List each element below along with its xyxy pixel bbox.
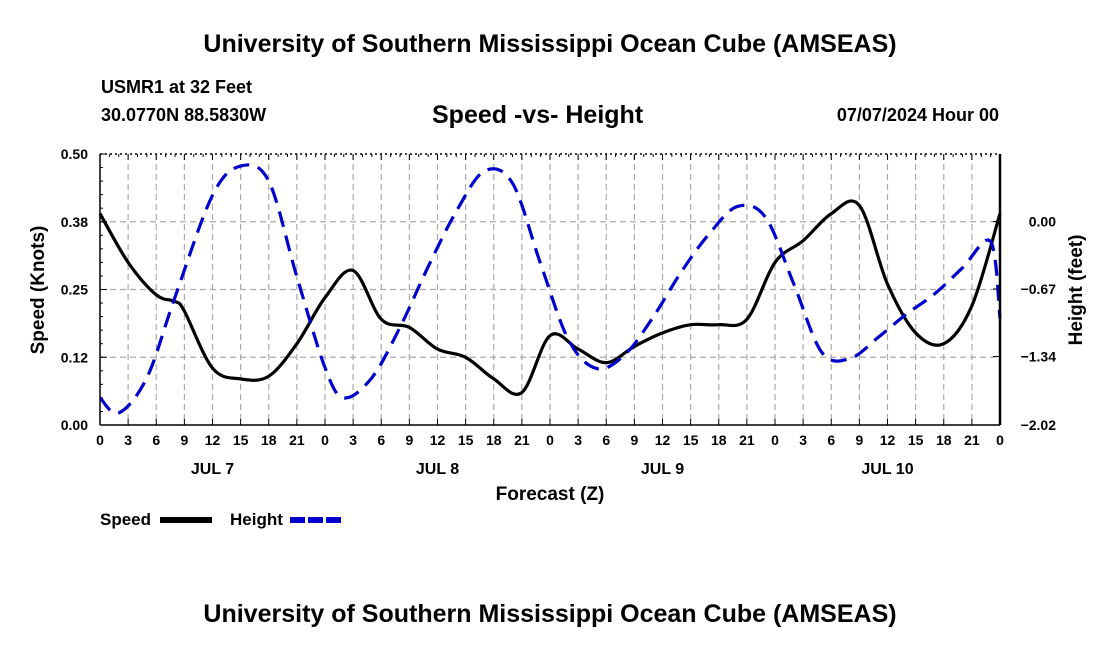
y-tick-label: 0.25: [61, 282, 88, 298]
y-tick-label: 0.50: [61, 146, 88, 162]
y-right-axis-title: Height (feet): [1066, 235, 1087, 346]
x-tick-label: 9: [405, 432, 413, 448]
plot-frame: [99, 153, 1002, 426]
forecast-date: 07/07/2024 Hour 00: [836, 105, 999, 125]
x-axis-title: Forecast (Z): [496, 484, 605, 505]
x-tick-label: 21: [514, 432, 530, 448]
speed-height-chart: 0 3 6 9 12 15 18 21 0 3 6 9 12 15 18 21 0 3 6 9 12 15 18 21 0 3 6 9…: [28, 146, 1087, 529]
page-title: University of Southern Mississippi Ocean…: [203, 30, 897, 58]
day-label: JUL 10: [861, 461, 913, 478]
x-tick-label: 21: [739, 432, 755, 448]
y-right-tick-label: −0.67: [1021, 281, 1057, 297]
x-tick-label: 12: [205, 432, 221, 448]
x-tick-label: 12: [880, 432, 896, 448]
speed-series-line: [98, 199, 1002, 396]
x-tick-label: 0: [546, 432, 554, 448]
x-tick-label: 12: [430, 432, 446, 448]
legend-speed-label: Speed: [100, 510, 151, 529]
chart-title: Speed -vs- Height: [432, 101, 644, 129]
legend: Speed Height: [100, 510, 343, 529]
x-tick-label: 6: [602, 432, 610, 448]
x-tick-label: 15: [233, 432, 249, 448]
x-tick-label: 3: [574, 432, 582, 448]
x-tick-label: 15: [683, 432, 699, 448]
legend-height-label: Height: [230, 510, 283, 529]
footer-title: University of Southern Mississippi Ocean…: [203, 600, 897, 628]
x-tick-label: 9: [855, 432, 863, 448]
y-tick-label: 0.00: [61, 417, 88, 433]
y-right-tick-label: −2.02: [1021, 417, 1057, 433]
x-tick-label: 0: [321, 432, 329, 448]
height-series-line: [98, 163, 1002, 415]
axis-labels: 0 3 6 9 12 15 18 21 0 3 6 9 12 15 18 21 0 3 6 9 12 15 18 21 0 3 6 9…: [28, 146, 1087, 505]
x-tick-label: 15: [458, 432, 474, 448]
x-tick-label: 21: [964, 432, 980, 448]
day-label: JUL 8: [416, 461, 459, 478]
station-label: USMR1 at 32 Feet: [101, 77, 253, 97]
x-tick-label: 6: [827, 432, 835, 448]
x-tick-label: 18: [261, 432, 277, 448]
x-tick-label: 9: [630, 432, 638, 448]
x-tick-label: 3: [799, 432, 807, 448]
x-tick-label: 21: [289, 432, 305, 448]
x-tick-label: 18: [936, 432, 952, 448]
x-tick-label: 3: [124, 432, 132, 448]
x-tick-label: 0: [996, 432, 1004, 448]
day-label: JUL 7: [191, 461, 234, 478]
x-tick-label: 0: [771, 432, 779, 448]
y-axis-title: Speed (Knots): [28, 226, 49, 355]
series-group: [98, 163, 1002, 415]
x-tick-label: 18: [711, 432, 727, 448]
day-label: JUL 9: [641, 461, 684, 478]
coordinates-label: 30.0770N 88.5830W: [101, 105, 267, 125]
y-tick-label: 0.12: [61, 349, 88, 365]
x-tick-label: 3: [349, 432, 357, 448]
y-tick-label: 0.38: [61, 214, 88, 230]
x-tick-label: 6: [152, 432, 160, 448]
x-tick-label: 18: [486, 432, 502, 448]
x-tick-label: 15: [908, 432, 924, 448]
x-tick-label: 12: [655, 432, 671, 448]
x-tick-label: 6: [377, 432, 385, 448]
x-tick-label: 0: [96, 432, 104, 448]
y-right-tick-label: −1.34: [1021, 348, 1057, 364]
x-tick-label: 9: [180, 432, 188, 448]
y-right-tick-label: 0.00: [1029, 213, 1056, 229]
grid: [100, 154, 1000, 425]
